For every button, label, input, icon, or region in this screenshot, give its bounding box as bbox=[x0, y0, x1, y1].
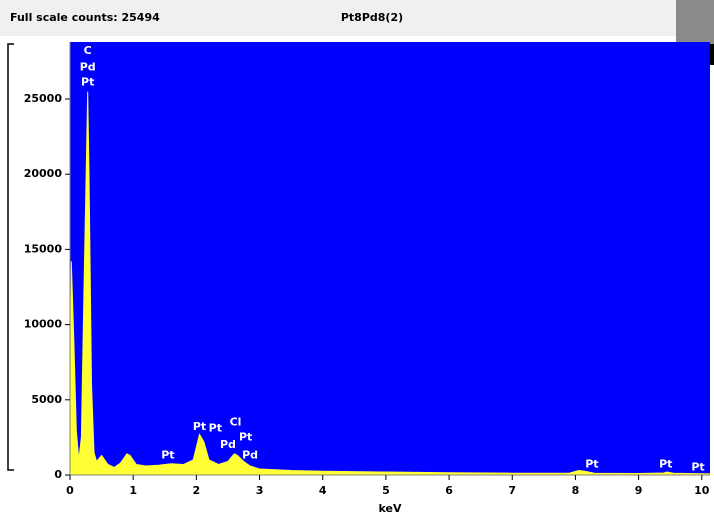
y-tick-label: 20000 bbox=[24, 167, 63, 180]
x-tick-label: 3 bbox=[256, 484, 264, 497]
thumbnail bbox=[676, 0, 714, 44]
header-counts: Full scale counts: 25494 bbox=[10, 11, 160, 24]
y-tick-label: 5000 bbox=[31, 393, 62, 406]
peak-label: Pt bbox=[239, 430, 252, 443]
peak-label: Pt bbox=[161, 448, 174, 461]
x-tick-label: 7 bbox=[508, 484, 516, 497]
peak-label: Pd bbox=[80, 60, 96, 73]
peak-label: Pt bbox=[691, 460, 704, 473]
x-tick-label: 8 bbox=[572, 484, 580, 497]
y-tick-label: 25000 bbox=[24, 92, 63, 105]
peak-label: C bbox=[84, 44, 92, 57]
peak-label: Pd bbox=[242, 448, 258, 461]
frame-bracket bbox=[8, 44, 14, 470]
chart: Full scale counts: 25494 Pt8Pd8(2) keV 0… bbox=[0, 0, 714, 517]
x-tick-label: 9 bbox=[635, 484, 643, 497]
x-tick-label: 10 bbox=[694, 484, 710, 497]
y-tick-label: 0 bbox=[54, 468, 62, 481]
x-tick-label: 1 bbox=[129, 484, 137, 497]
chart-title: Pt8Pd8(2) bbox=[341, 11, 403, 24]
peak-label: Cl bbox=[230, 415, 242, 428]
y-tick-label: 10000 bbox=[24, 318, 63, 331]
x-tick-label: 2 bbox=[193, 484, 201, 497]
peak-label: Pd bbox=[220, 438, 236, 451]
peak-label: Pt bbox=[81, 75, 94, 88]
x-tick-label: 0 bbox=[66, 484, 74, 497]
x-tick-label: 4 bbox=[319, 484, 327, 497]
peak-label: Pt bbox=[659, 457, 672, 470]
peak-label: Pt bbox=[209, 421, 222, 434]
x-tick-label: 6 bbox=[445, 484, 453, 497]
y-tick-label: 15000 bbox=[24, 242, 63, 255]
peak-label: Pt bbox=[585, 457, 598, 470]
x-axis-label: keV bbox=[379, 502, 402, 515]
plot-background bbox=[70, 42, 710, 475]
peak-label: Pt bbox=[193, 420, 206, 433]
x-tick-label: 5 bbox=[382, 484, 390, 497]
